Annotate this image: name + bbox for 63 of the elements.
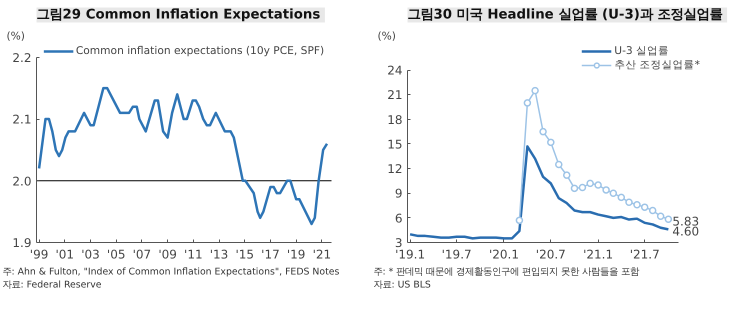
chart-title: 그림30 미국 Headline 실업률 (U-3)과 조정실업률 [408, 8, 722, 22]
x-tick-label: '07 [132, 248, 152, 262]
point [570, 184, 578, 192]
line-series [38, 86, 328, 226]
line-series [408, 145, 670, 240]
x-tick-label: '01 [55, 248, 74, 262]
x-tick-label: '99 [30, 248, 48, 262]
x-tick-label: '20.1 [488, 248, 519, 262]
point [640, 203, 648, 211]
y-tick-label: 1.9 [12, 236, 32, 250]
y-tick-label: 2.1 [12, 112, 32, 127]
point [531, 86, 539, 94]
y-tick-label: 18 [387, 112, 403, 127]
x-tick-label: '09 [158, 248, 177, 262]
x-tick-label: '19.1 [395, 248, 426, 262]
y-axis-title: (%) [378, 30, 396, 42]
y-tick-label: 2.2 [12, 50, 32, 65]
text: 주: * 판데믹 때문에 경제활동인구에 편입되지 못한 사람들을 포함 [374, 266, 640, 278]
y-tick-label: 9 [394, 186, 403, 201]
chart-title: 그림29 Common Inflation Expectations [36, 8, 320, 22]
point [578, 184, 586, 192]
y-tick-label: 3 [394, 236, 403, 250]
x-tick-label: '05 [106, 248, 126, 262]
point [524, 99, 532, 107]
y-tick-label: 24 [387, 64, 403, 78]
point [610, 189, 618, 197]
point [562, 171, 570, 179]
point [539, 128, 547, 136]
legend-label: 추산 조정실업률* [614, 58, 700, 72]
point [516, 216, 524, 224]
point [602, 186, 610, 194]
text: 자료: US BLS [374, 280, 431, 290]
point [547, 138, 555, 146]
x-tick-label: '19.7 [442, 248, 472, 262]
x-tick-label: '19 [286, 248, 306, 262]
point [656, 212, 664, 220]
x-tick-label: '21.1 [583, 248, 614, 262]
point [555, 160, 563, 168]
y-tick-label: 21 [387, 88, 403, 102]
x-tick-label: '13 [210, 248, 228, 262]
point [586, 180, 594, 188]
point [664, 216, 672, 224]
x-tick-label: '15 [235, 248, 254, 262]
x-tick-label: '21 [312, 248, 332, 262]
x-tick-label: '03 [81, 248, 100, 262]
text: 주: Ahn & Fulton, "Index of Common Inflation Expectations", FEDS Notes [2, 266, 340, 278]
point [625, 198, 633, 206]
y-axis-title: (%) [6, 30, 25, 42]
legend-label: U-3 실업률 [614, 44, 670, 58]
y-tick-label: 2.0 [12, 174, 32, 188]
point [618, 194, 626, 202]
y-tick-label: 6 [394, 211, 403, 226]
point [594, 181, 602, 189]
x-tick-label: '20.7 [536, 248, 566, 262]
x-tick-label: '21.7 [630, 248, 660, 262]
text: 자료: Federal Reserve [2, 280, 102, 290]
y-tick-label: 15 [387, 137, 403, 152]
point [633, 200, 641, 208]
legend-label: Common inflation expectations (10y PCE, SPF) [76, 44, 324, 57]
x-tick-label: '11 [184, 248, 203, 262]
x-tick-label: '17 [261, 248, 280, 262]
point [648, 206, 656, 214]
y-tick-label: 12 [387, 162, 403, 176]
